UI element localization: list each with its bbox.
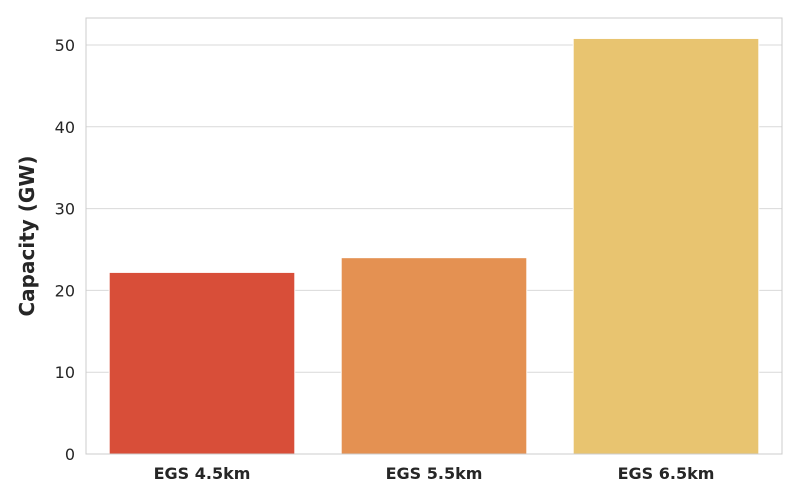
y-tick-labels: 0 10 20 30 40 50 [55, 36, 75, 464]
y-tick-label: 20 [55, 281, 75, 300]
y-tick-label: 10 [55, 363, 75, 382]
x-tick-labels: EGS 4.5km EGS 5.5km EGS 6.5km [154, 464, 715, 483]
y-tick-label: 50 [55, 36, 75, 55]
bar-1 [108, 271, 296, 455]
x-tick-label: EGS 5.5km [386, 464, 483, 483]
y-tick-label: 40 [55, 118, 75, 137]
bar-3 [572, 37, 760, 455]
bar-2 [340, 257, 528, 455]
bars [108, 37, 760, 455]
x-tick-label: EGS 4.5km [154, 464, 251, 483]
plot-frame [85, 17, 783, 455]
y-tick-label: 0 [65, 445, 75, 464]
y-axis-title: Capacity (GW) [15, 155, 39, 316]
y-tick-label: 30 [55, 200, 75, 219]
x-tick-label: EGS 6.5km [618, 464, 715, 483]
